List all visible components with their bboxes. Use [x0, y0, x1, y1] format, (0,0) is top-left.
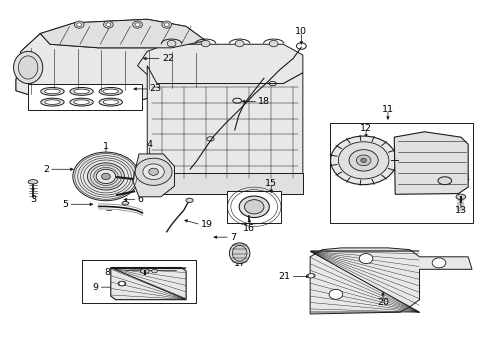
Circle shape — [338, 142, 388, 179]
Ellipse shape — [118, 281, 125, 286]
Polygon shape — [111, 267, 186, 300]
Circle shape — [328, 289, 342, 299]
Circle shape — [431, 258, 445, 268]
Text: 9: 9 — [92, 283, 99, 292]
Circle shape — [77, 23, 81, 26]
Ellipse shape — [244, 200, 264, 214]
Text: 3: 3 — [30, 195, 36, 204]
Ellipse shape — [140, 269, 149, 273]
Text: 20: 20 — [376, 298, 388, 307]
Circle shape — [102, 173, 110, 180]
Circle shape — [106, 23, 111, 26]
Ellipse shape — [232, 246, 246, 261]
Circle shape — [87, 163, 124, 190]
Polygon shape — [16, 33, 205, 102]
Ellipse shape — [70, 87, 93, 95]
Circle shape — [330, 136, 396, 185]
Polygon shape — [40, 19, 205, 48]
Circle shape — [74, 21, 84, 28]
Polygon shape — [147, 66, 302, 180]
Text: 6: 6 — [137, 195, 143, 204]
Ellipse shape — [122, 202, 128, 205]
Ellipse shape — [103, 100, 118, 104]
Polygon shape — [137, 44, 302, 84]
Ellipse shape — [41, 87, 64, 95]
Text: 11: 11 — [381, 105, 393, 114]
Text: 17: 17 — [233, 260, 245, 269]
Circle shape — [132, 21, 142, 28]
Text: 7: 7 — [229, 233, 235, 242]
Circle shape — [142, 164, 164, 180]
Text: 8: 8 — [104, 268, 111, 277]
Ellipse shape — [437, 177, 451, 185]
Text: 4: 4 — [146, 140, 152, 149]
Circle shape — [348, 150, 377, 171]
Ellipse shape — [70, 98, 93, 106]
Circle shape — [135, 158, 172, 185]
Text: 18: 18 — [258, 97, 269, 106]
Ellipse shape — [14, 51, 42, 84]
Circle shape — [307, 274, 313, 278]
Text: 15: 15 — [264, 179, 277, 188]
Ellipse shape — [99, 87, 122, 95]
Ellipse shape — [229, 243, 249, 264]
Ellipse shape — [19, 56, 38, 79]
Polygon shape — [16, 19, 205, 102]
Bar — [147, 173, 302, 194]
Text: 2: 2 — [43, 165, 49, 174]
Ellipse shape — [41, 98, 64, 106]
Circle shape — [164, 23, 169, 26]
Ellipse shape — [99, 98, 122, 106]
Ellipse shape — [44, 100, 60, 104]
Circle shape — [162, 21, 171, 28]
Ellipse shape — [306, 274, 314, 278]
Ellipse shape — [74, 100, 89, 104]
Text: 23: 23 — [149, 84, 162, 93]
Polygon shape — [132, 154, 174, 197]
Text: 5: 5 — [62, 200, 68, 209]
Text: 19: 19 — [201, 220, 212, 229]
Bar — [329, 123, 472, 223]
Text: 13: 13 — [454, 206, 466, 215]
Circle shape — [359, 253, 372, 264]
Circle shape — [96, 169, 116, 184]
Text: 22: 22 — [162, 54, 174, 63]
Circle shape — [73, 152, 139, 201]
Text: 21: 21 — [278, 272, 290, 281]
Ellipse shape — [455, 194, 465, 199]
Ellipse shape — [239, 196, 269, 217]
Circle shape — [103, 21, 113, 28]
Ellipse shape — [28, 180, 38, 184]
Ellipse shape — [74, 89, 89, 94]
Circle shape — [235, 40, 244, 47]
Ellipse shape — [185, 198, 193, 203]
Text: 16: 16 — [243, 224, 255, 233]
Circle shape — [167, 40, 176, 47]
Circle shape — [135, 23, 140, 26]
Text: 14: 14 — [458, 174, 469, 183]
Circle shape — [356, 155, 370, 166]
Bar — [81, 260, 196, 303]
Circle shape — [201, 40, 209, 47]
Circle shape — [360, 158, 366, 162]
Text: 1: 1 — [102, 141, 109, 150]
Text: 10: 10 — [295, 27, 307, 36]
Bar — [227, 191, 281, 223]
Polygon shape — [309, 248, 471, 314]
Ellipse shape — [103, 89, 118, 94]
Bar — [28, 84, 142, 111]
Text: 12: 12 — [359, 124, 371, 133]
Ellipse shape — [151, 269, 157, 273]
Polygon shape — [393, 132, 467, 194]
Circle shape — [269, 40, 278, 47]
Circle shape — [119, 282, 124, 286]
Ellipse shape — [44, 89, 60, 94]
Circle shape — [148, 168, 158, 175]
